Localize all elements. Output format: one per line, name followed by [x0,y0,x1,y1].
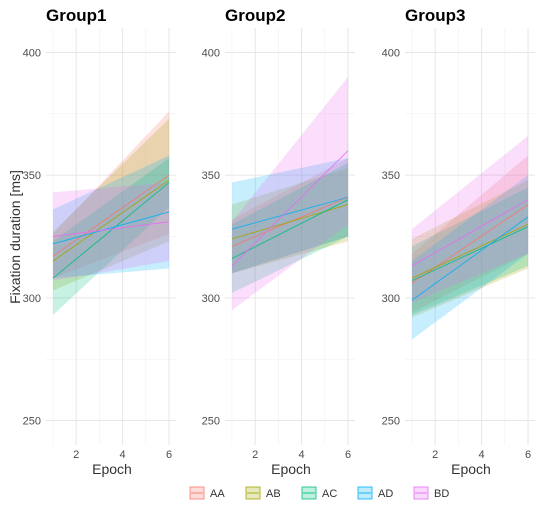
line-ad [231,196,349,230]
x-tick-label: 4 [479,449,485,461]
legend-item-ab: AB [245,486,281,500]
ribbon-ad [231,158,349,274]
y-tick-label: 400 [202,48,220,60]
panel-group1: Group1 250 300 350 400 2 4 6 Epoch [23,6,176,477]
x-axis-title: Epoch [451,461,491,477]
ribbon-bd [411,135,529,303]
x-tick-label: 4 [120,449,126,461]
line-ab [231,204,349,240]
legend-label: AD [378,488,393,500]
x-tick-label: 6 [525,449,531,461]
ribbon-aa [52,111,170,279]
ribbon-aa [231,158,349,274]
ribbon-ac [231,162,349,293]
line-ac [231,199,349,259]
line-ad [52,211,170,245]
ribbon-aa [411,155,529,313]
legend-label: AB [266,488,281,500]
ribbon-ad [52,155,170,279]
panel-title: Group3 [405,6,465,25]
line-bd [231,150,349,267]
panel-title: Group1 [46,6,106,25]
line-ad [411,216,529,301]
legend-label: AC [322,488,337,500]
x-tick-label: 2 [432,449,438,461]
line-aa [52,174,170,257]
y-tick-label: 350 [202,170,220,182]
line-ac [411,226,529,282]
ribbon-ab [52,118,170,291]
ribbon-bd [52,182,170,281]
legend: AA AB AC AD BD [189,486,449,500]
y-tick-label: 400 [382,48,400,60]
x-tick-label: 6 [345,449,351,461]
ribbon-bd [231,77,349,311]
ribbon-ac [52,158,170,315]
legend-label: BD [434,488,449,500]
legend-item-ac: AC [301,486,337,500]
x-tick-label: 6 [166,449,172,461]
y-tick-label: 250 [202,415,220,427]
panel-title: Group2 [225,6,285,25]
line-bd [52,221,170,237]
line-ab [411,223,529,279]
line-ac [52,182,170,279]
y-tick-label: 300 [382,293,400,305]
ribbon-ab [411,180,529,318]
legend-item-ad: AD [357,486,393,500]
x-tick-label: 4 [299,449,305,461]
ribbon-ab [231,167,349,274]
y-axis-title: Fixation duration [ms] [7,170,23,304]
legend-label: AA [210,488,225,500]
y-tick-label: 250 [23,415,41,427]
x-tick-label: 2 [73,449,79,461]
y-tick-label: 300 [202,293,220,305]
y-tick-label: 300 [23,293,41,305]
line-bd [411,199,529,267]
panel-group3: Group3 250 300 350 400 2 4 6 Epoch [382,6,535,477]
x-tick-label: 2 [252,449,258,461]
panel-group2: Group2 250 300 350 400 2 4 6 Epoch [202,6,355,477]
x-axis-title: Epoch [271,461,311,477]
y-tick-label: 250 [382,415,400,427]
y-tick-label: 350 [382,170,400,182]
y-tick-label: 350 [23,170,41,182]
y-tick-label: 400 [23,48,41,60]
x-axis-title: Epoch [92,461,132,477]
line-aa [411,204,529,284]
legend-item-aa: AA [189,486,225,500]
legend-item-bd: BD [413,486,449,500]
line-ab [52,179,170,262]
